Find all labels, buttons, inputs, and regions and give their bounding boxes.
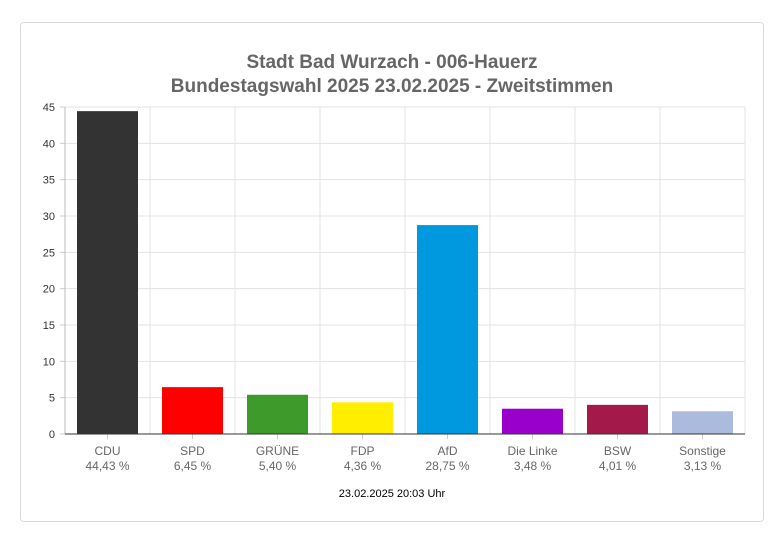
bar-spd — [162, 387, 223, 434]
y-tick-label: 10 — [43, 356, 55, 368]
timestamp-footer: 23.02.2025 20:03 Uhr — [338, 488, 446, 500]
y-tick-label: 35 — [43, 175, 55, 187]
x-category-label: CDU — [95, 444, 121, 458]
bar-sonstige — [672, 411, 733, 434]
x-category-label: Die Linke — [507, 444, 557, 458]
y-tick-label: 20 — [43, 284, 55, 296]
x-value-label: 4,36 % — [344, 459, 382, 473]
x-value-label: 6,45 % — [174, 459, 212, 473]
x-value-label: 5,40 % — [259, 459, 297, 473]
y-tick-label: 45 — [43, 102, 55, 114]
x-value-label: 3,13 % — [684, 459, 722, 473]
bar-afd — [417, 225, 478, 434]
y-tick-label: 5 — [49, 393, 55, 405]
bar-bsw — [587, 404, 648, 434]
bar-gr-ne — [247, 394, 308, 434]
bar-die-linke — [502, 408, 563, 434]
x-value-label: 4,01 % — [599, 459, 637, 473]
y-tick-label: 0 — [49, 429, 55, 441]
bar-cdu — [77, 111, 138, 434]
x-category-label: Sonstige — [679, 444, 726, 458]
x-value-label: 28,75 % — [425, 459, 469, 473]
x-value-label: 3,48 % — [514, 459, 552, 473]
y-tick-label: 40 — [43, 138, 55, 150]
chart-title: Stadt Bad Wurzach - 006-Hauerz — [246, 52, 538, 73]
x-category-label: FDP — [351, 444, 375, 458]
chart-card — [20, 22, 764, 522]
y-tick-label: 15 — [43, 320, 55, 332]
chart-subtitle: Bundestagswahl 2025 23.02.2025 - Zweitst… — [170, 76, 614, 97]
y-tick-label: 25 — [43, 247, 55, 259]
x-category-label: BSW — [604, 444, 632, 458]
x-category-label: GRÜNE — [256, 444, 299, 458]
x-category-label: SPD — [180, 444, 205, 458]
bar-fdp — [332, 402, 393, 434]
x-value-label: 44,43 % — [85, 459, 129, 473]
y-tick-label: 30 — [43, 211, 55, 223]
x-category-label: AfD — [437, 444, 457, 458]
